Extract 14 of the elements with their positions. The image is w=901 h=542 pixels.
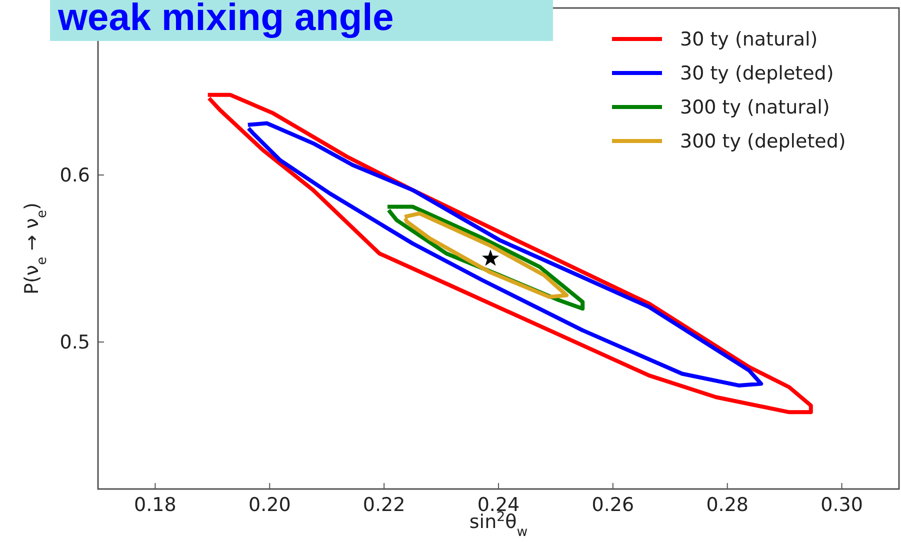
x-tick-label: 0.30: [820, 494, 863, 516]
x-tick-label: 0.20: [248, 494, 291, 516]
y-tick-label: 0.5: [60, 332, 90, 354]
line-series: [402, 211, 569, 299]
x-tick-label: 0.26: [592, 494, 634, 516]
legend-label: 30 ty (natural): [680, 28, 818, 51]
x-tick-label: 0.28: [706, 494, 749, 516]
x-tick-label: 0.22: [362, 494, 406, 516]
legend-label: 300 ty (depleted): [680, 130, 846, 153]
x-tick-label: 0.18: [134, 494, 176, 516]
legend-label: 300 ty (natural): [680, 96, 830, 119]
y-tick-label: 0.6: [60, 164, 90, 187]
legend-label: 30 ty (depleted): [680, 62, 834, 85]
chart-title: weak mixing angle: [57, 0, 394, 39]
